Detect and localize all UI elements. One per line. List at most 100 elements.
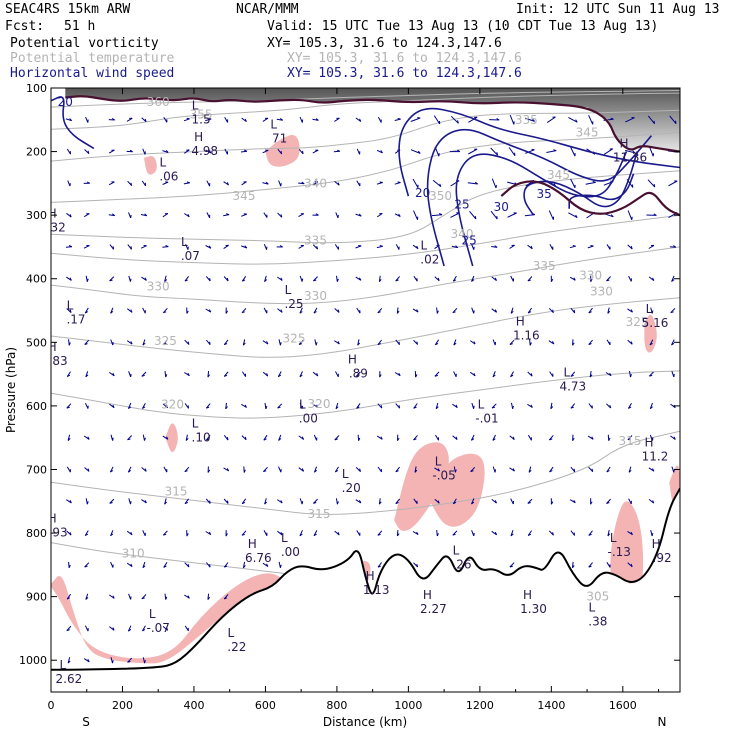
svg-text:L: L: [227, 626, 234, 640]
wind-barb-33: [85, 593, 89, 600]
wind-barb-197: [278, 466, 282, 473]
svg-text:.00: .00: [281, 545, 300, 559]
terrain: [51, 488, 680, 692]
wind-contour-20-0: [398, 107, 680, 197]
wind-barb-186: [276, 118, 284, 121]
wind-barb-45: [109, 403, 115, 409]
wind-barb-113: [186, 307, 189, 314]
wind-barb-205: [298, 245, 305, 249]
x-tick-label-0: 0: [48, 699, 55, 712]
wind-barb-285: [396, 530, 400, 537]
wind-barb-257: [377, 116, 382, 123]
wind-label-3: 35: [537, 187, 552, 201]
pv-fill-region-0: [51, 573, 281, 664]
wind-barb-193: [278, 339, 282, 346]
wind-barb-485: [671, 466, 675, 473]
pv-extremum-31: H11.36: [613, 137, 647, 165]
wind-barb-391: [550, 275, 554, 282]
wind-barb-295: [413, 403, 418, 409]
wind-barb-443: [607, 529, 611, 537]
wind-barb-384: [527, 498, 533, 504]
wind-barb-9: [66, 403, 72, 409]
svg-text:L: L: [67, 299, 74, 313]
theta-label-9: 320: [161, 398, 184, 412]
wind-barb-74: [141, 180, 147, 187]
x-tick-label-600: 600: [255, 699, 276, 712]
svg-text:L: L: [160, 156, 167, 170]
field-theta-xy: XY= 105.3, 31.6 to 124.3,147.6: [287, 51, 522, 66]
wind-barb-323: [453, 371, 457, 378]
wind-barb-126: [206, 180, 211, 187]
wind-barb-191: [277, 276, 283, 281]
wind-barb-49: [110, 530, 114, 537]
wind-barb-124: [205, 117, 212, 122]
wind-barb-259: [376, 181, 383, 185]
wind-barb-251: [355, 371, 361, 377]
wind-barb-19: [84, 149, 90, 155]
svg-text:L: L: [646, 302, 653, 316]
wind-barb-452: [627, 339, 633, 345]
wind-barb-161: [241, 276, 247, 282]
wind-barb-255: [355, 499, 362, 504]
wind-barb-92: [162, 181, 169, 185]
wind-barb-77: [141, 276, 147, 281]
theta-contour-325: [51, 297, 680, 358]
wind-barb-465: [648, 276, 655, 281]
pv-extremum-32: L71: [270, 118, 287, 146]
wind-barb-16: [66, 625, 72, 632]
svg-text:L: L: [435, 455, 442, 469]
wind-barb-269: [378, 498, 382, 505]
wind-barb-37: [108, 149, 115, 154]
wind-barb-102: [164, 498, 168, 505]
svg-text:H: H: [423, 588, 432, 602]
wind-barb-449: [627, 244, 633, 250]
north-end-label: N: [658, 715, 667, 729]
wind-barb-222: [314, 339, 318, 346]
wind-barb-341: [471, 498, 475, 505]
wind-barb-394: [549, 371, 554, 377]
wind-barb-211: [298, 435, 305, 440]
wind-barb-316: [449, 149, 461, 153]
wind-barb-335: [471, 307, 475, 314]
wind-barb-214: [299, 530, 303, 537]
svg-text:.20: .20: [342, 481, 361, 495]
wind-barb-182: [263, 466, 268, 473]
wind-barb-347: [491, 245, 498, 248]
x-axis-label: Distance (km): [323, 715, 407, 729]
wind-barb-264: [377, 339, 382, 346]
wind-barb-116: [184, 403, 189, 409]
wind-barb-99: [162, 403, 169, 409]
wind-barb-225: [313, 434, 318, 441]
wind-barb-231: [334, 181, 340, 186]
svg-text:.38: .38: [588, 615, 607, 629]
pv-extremum-2: H32: [51, 207, 66, 235]
wind-barb-235: [334, 308, 340, 313]
wind-barb-35: [83, 658, 90, 663]
svg-text:11.36: 11.36: [613, 151, 647, 165]
wind-barb-40: [109, 244, 115, 250]
wind-barb-217: [312, 181, 319, 186]
svg-text:H: H: [523, 588, 532, 602]
svg-text:L: L: [192, 416, 199, 430]
wind-barb-402: [570, 178, 576, 189]
wind-barb-135: [207, 466, 211, 473]
wind-barb-163: [242, 339, 246, 346]
contour-labels: 360 355 345 340 335 330 330 325 325 320 320 315 315 3…: [58, 95, 649, 604]
wind-barb-339: [470, 434, 475, 441]
wind-barb-389: [548, 210, 555, 220]
wind-barb-355: [491, 499, 497, 504]
theta-label-4: 335: [304, 234, 327, 248]
wind-barb-103: [162, 530, 168, 536]
wind-barb-274: [394, 181, 401, 185]
wind-barb-0: [65, 118, 73, 122]
wind-barb-228: [313, 530, 318, 537]
wind-barb-237: [335, 371, 339, 378]
theta-label-23: 350: [429, 189, 452, 203]
theta-label-17: 325: [626, 315, 649, 329]
wind-barb-144: [223, 244, 229, 250]
svg-text:.06: .06: [159, 170, 178, 184]
wind-barb-185: [262, 562, 269, 567]
svg-text:L: L: [588, 601, 595, 615]
